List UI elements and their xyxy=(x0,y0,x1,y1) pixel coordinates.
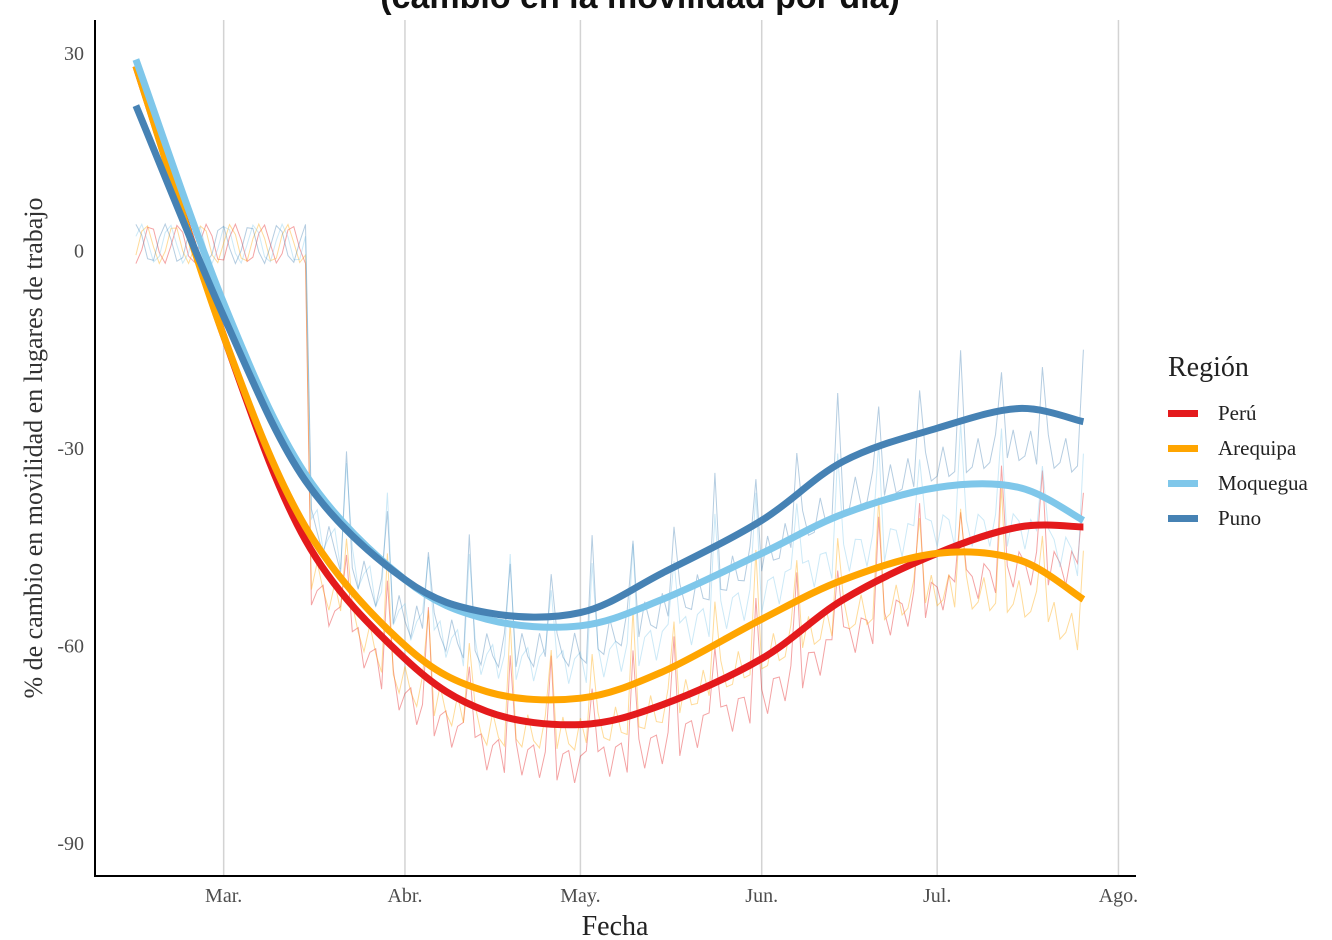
raw-line xyxy=(135,222,1084,751)
series-line xyxy=(132,65,1086,704)
legend-label: Perú xyxy=(1218,401,1257,425)
series-line xyxy=(132,104,1085,621)
raw-line xyxy=(135,222,1084,684)
y-axis-label: % de cambio en movilidad en lugares de t… xyxy=(19,197,48,698)
y-tick-label: -60 xyxy=(57,636,84,658)
legend-swatch xyxy=(1168,410,1198,417)
chart-title: (cambio en la movilidad por día) xyxy=(0,0,1280,17)
x-tick-label: May. xyxy=(560,885,600,907)
series-line xyxy=(132,58,1086,631)
y-tick-label: 0 xyxy=(74,240,84,262)
x-tick-label: Mar. xyxy=(205,885,242,907)
raw-line xyxy=(135,222,1084,784)
legend-item: Puno xyxy=(1168,501,1308,536)
x-tick-label: Abr. xyxy=(387,885,422,907)
legend: Región Perú Arequipa Moquegua Puno xyxy=(1168,352,1308,536)
legend-title: Región xyxy=(1168,352,1249,383)
y-tick-label: -90 xyxy=(57,833,84,855)
legend-swatch xyxy=(1168,515,1198,522)
y-tick-label: 30 xyxy=(64,43,84,65)
series-line xyxy=(132,65,1084,729)
y-tick-label: -30 xyxy=(57,438,84,460)
legend-label: Puno xyxy=(1218,506,1262,530)
x-tick-label: Ago. xyxy=(1099,885,1138,907)
daily-raw-lines xyxy=(135,222,1084,784)
legend-swatch xyxy=(1168,480,1198,487)
legend-swatch xyxy=(1168,445,1198,452)
y-tick-labels: 30 0 -30 -60 -90 xyxy=(57,43,84,855)
legend-label: Arequipa xyxy=(1218,436,1297,460)
x-tick-label: Jul. xyxy=(923,885,951,907)
smoothed-series xyxy=(132,58,1086,729)
x-tick-label: Jun. xyxy=(745,885,778,907)
x-axis-label: Fecha xyxy=(582,911,649,940)
x-gridlines xyxy=(222,20,1120,876)
legend-item: Moquegua xyxy=(1168,466,1308,501)
legend-label: Moquegua xyxy=(1218,471,1308,495)
legend-item: Arequipa xyxy=(1168,431,1308,466)
legend-items: Perú Arequipa Moquegua Puno xyxy=(1168,396,1308,536)
x-tick-labels: Mar. Abr. May. Jun. Jul. Ago. xyxy=(205,885,1138,907)
legend-item: Perú xyxy=(1168,396,1308,431)
